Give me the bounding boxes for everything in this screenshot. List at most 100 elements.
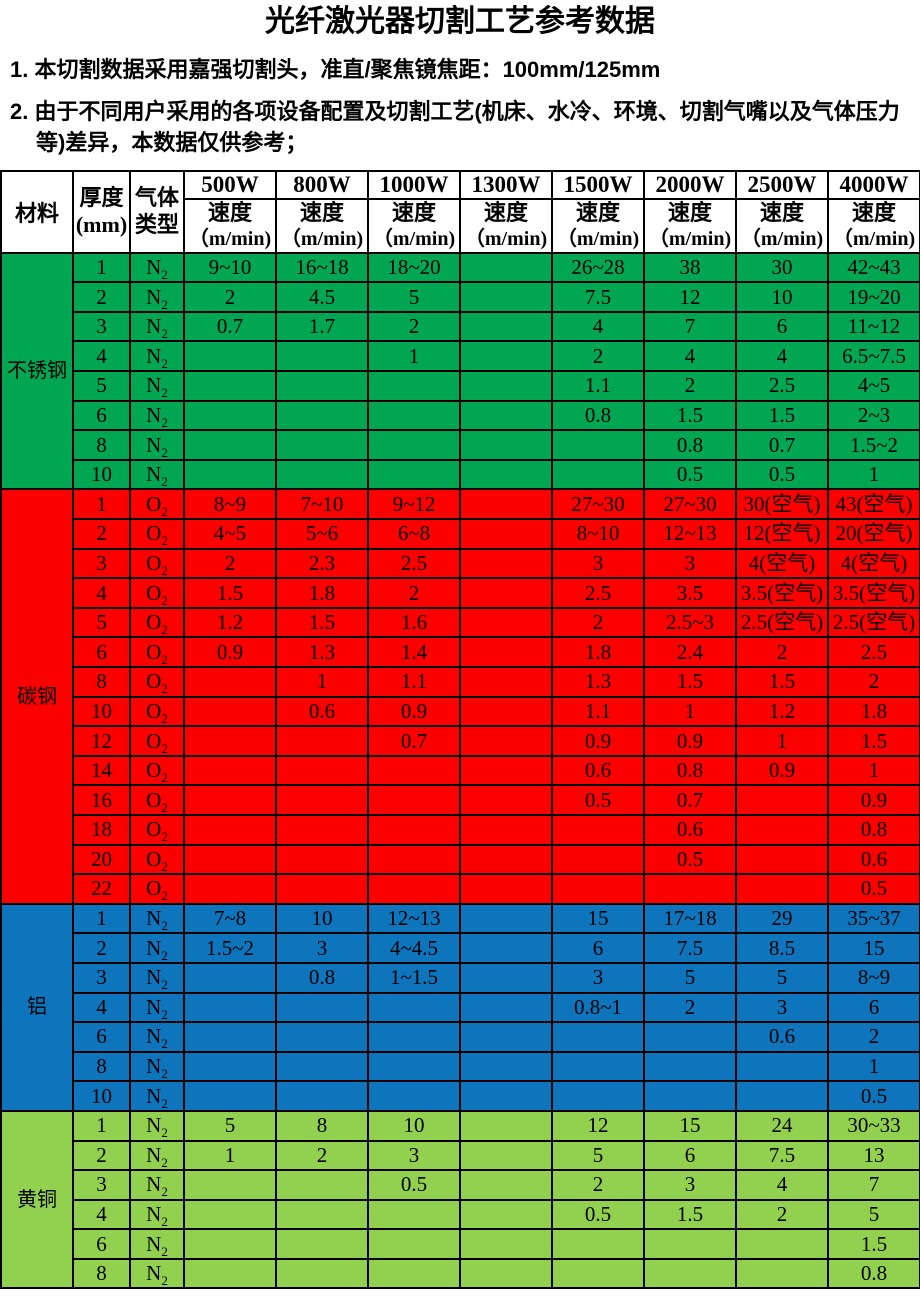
speed-cell: 2.5 xyxy=(827,636,920,669)
speed-cell xyxy=(459,961,553,994)
gas-type-cell: N2 xyxy=(129,1109,185,1142)
note-1: 1. 本切割数据采用嘉强切割头，准直/聚焦镜焦距：100mm/125mm xyxy=(10,57,661,82)
header-speed-cell: 速度 （m/min) xyxy=(367,197,461,254)
speed-cell xyxy=(643,1257,737,1290)
speed-cell xyxy=(367,1080,461,1112)
speed-cell xyxy=(367,1228,461,1260)
table-row: 2 N2 1.5~2 3 4~4.5 6 7.5 8.5 15 xyxy=(1,932,920,964)
header-power-1300w: 1300W xyxy=(459,169,553,200)
speed-cell xyxy=(183,1228,277,1260)
speed-cell xyxy=(275,1198,369,1231)
speed-cell xyxy=(459,1198,553,1231)
speed-cell: 38 xyxy=(643,251,737,284)
header-speed-cell: 速度 （m/min) xyxy=(643,197,737,254)
speed-cell: 0.5 xyxy=(643,843,737,876)
header-gas-type: 气体 类型 xyxy=(129,169,185,254)
speed-cell: 0.8 xyxy=(643,754,737,787)
speed-cell: 0.8 xyxy=(827,1257,920,1290)
gas-subscript: 2 xyxy=(161,1007,168,1023)
table-row: 2 N2 2 4.5 5 7.5 12 10 19~20 xyxy=(1,281,920,313)
table-row: 3 O2 2 2.3 2.5 3 3 4(空气) 4(空气) xyxy=(1,547,920,580)
speed-cell xyxy=(275,1080,369,1112)
speed-cell xyxy=(183,1080,277,1112)
header-thickness-line2: (mm) xyxy=(75,211,128,237)
table-row: 6 N2 0.6 2 xyxy=(1,1021,920,1053)
gas-type-cell: O2 xyxy=(129,636,185,669)
header-speed-cell: 速度 （m/min) xyxy=(183,197,277,254)
table-row: 4 N2 0.5 1.5 2 5 xyxy=(1,1198,920,1231)
speed-cell xyxy=(183,754,277,787)
speed-cell: 10 xyxy=(367,1109,461,1142)
gas-subscript: 2 xyxy=(161,711,168,727)
speed-cell xyxy=(551,1228,645,1260)
speed-cell: 30~33 xyxy=(827,1109,920,1142)
speed-cell xyxy=(459,1139,553,1172)
table-row: 2 N2 1 2 3 5 6 7.5 13 xyxy=(1,1139,920,1172)
gas-type-cell: N2 xyxy=(129,902,185,935)
thickness-cell: 18 xyxy=(72,813,131,846)
speed-cell: 1 xyxy=(275,666,369,698)
speed-cell: 0.6 xyxy=(735,1021,829,1053)
gas-subscript: 2 xyxy=(161,1184,168,1200)
speed-cell: 0.8 xyxy=(551,399,645,432)
thickness-cell: 16 xyxy=(72,784,131,816)
gas-subscript: 2 xyxy=(161,622,168,638)
table-row: 5 O2 1.2 1.5 1.6 2 2.5~3 2.5(空气) 2.5(空气) xyxy=(1,606,920,639)
speed-cell xyxy=(735,1228,829,1260)
table-row: 3 N2 0.5 2 3 4 7 xyxy=(1,1169,920,1201)
gas-type-cell: O2 xyxy=(129,577,185,609)
speed-cell: 4 xyxy=(551,310,645,343)
header-speed-cell: 速度 （m/min) xyxy=(551,197,645,254)
material-label: 黄铜 xyxy=(0,1109,74,1290)
speed-cell: 7 xyxy=(827,1169,920,1201)
speed-cell xyxy=(367,399,461,432)
speed-cell: 1.5 xyxy=(827,1228,920,1260)
speed-cell: 4(空气) xyxy=(735,547,829,580)
thickness-cell: 6 xyxy=(72,1228,131,1260)
speed-cell xyxy=(459,1169,553,1201)
gas-type-cell: N2 xyxy=(129,1080,185,1112)
speed-cell: 1.2 xyxy=(183,606,277,639)
table-row: 10 O2 0.6 0.9 1.1 1 1.2 1.8 xyxy=(1,695,920,728)
speed-cell: 0.5 xyxy=(367,1169,461,1201)
note-2: 2. 由于不同用户采用的各项设备配置及切割工艺(机床、水冷、环境、切割气嘴以及气… xyxy=(10,99,900,156)
header-material: 材料 xyxy=(0,169,74,254)
header-row-power: 材料 厚度 (mm) 气体 类型 500W 800W 1000W 1300W 1… xyxy=(0,169,920,254)
cutting-data-table: 材料 厚度 (mm) 气体 类型 500W 800W 1000W 1300W 1… xyxy=(0,169,920,1290)
gas-subscript: 2 xyxy=(161,859,168,875)
speed-cell: 5~6 xyxy=(275,518,369,550)
speed-cell xyxy=(551,1021,645,1053)
gas-type-cell: O2 xyxy=(129,666,185,698)
speed-cell xyxy=(367,873,461,905)
speed-cell: 1.5 xyxy=(643,666,737,698)
speed-cell xyxy=(183,1169,277,1201)
speed-cell: 4~4.5 xyxy=(367,932,461,964)
speed-cell xyxy=(459,429,553,461)
thickness-cell: 14 xyxy=(72,754,131,787)
speed-cell: 0.6 xyxy=(551,754,645,787)
speed-cell: 8 xyxy=(275,1109,369,1142)
header-power-1500w: 1500W xyxy=(551,169,645,200)
speed-cell: 19~20 xyxy=(827,281,920,313)
speed-unit: （m/min) xyxy=(464,227,548,250)
speed-cell xyxy=(459,695,553,728)
speed-cell xyxy=(367,1198,461,1231)
speed-cell xyxy=(183,1021,277,1053)
speed-cell xyxy=(367,429,461,461)
speed-cell: 1.8 xyxy=(551,636,645,669)
material-label: 碳钢 xyxy=(0,488,74,905)
gas-subscript: 2 xyxy=(161,1214,168,1230)
speed-label: 速度 xyxy=(575,200,620,226)
speed-cell xyxy=(275,1257,369,1290)
thickness-cell: 2 xyxy=(72,518,131,550)
table-row: 4 N2 0.8~1 2 3 6 xyxy=(1,991,920,1024)
speed-cell: 0.5 xyxy=(551,784,645,816)
thickness-cell: 20 xyxy=(72,843,131,876)
gas-subscript: 2 xyxy=(161,918,168,934)
speed-cell xyxy=(459,310,553,343)
thickness-cell: 2 xyxy=(72,1139,131,1172)
speed-cell: 2 xyxy=(735,636,829,669)
speed-cell xyxy=(183,961,277,994)
speed-cell xyxy=(459,1257,553,1290)
header-speed-cell: 速度 （m/min) xyxy=(735,197,829,254)
